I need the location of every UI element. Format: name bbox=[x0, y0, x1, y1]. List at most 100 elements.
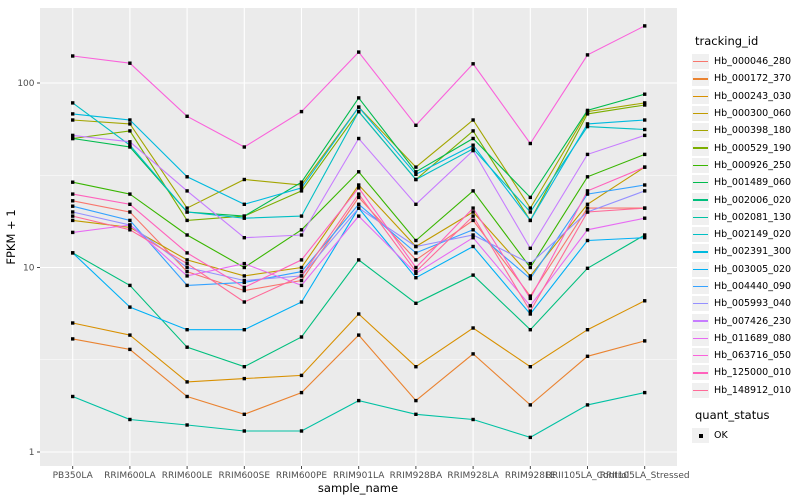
data-point bbox=[185, 265, 189, 270]
legend-key bbox=[692, 123, 709, 139]
legend-title-quant-status: quant_status bbox=[695, 407, 770, 422]
data-point bbox=[242, 274, 246, 278]
data-point bbox=[71, 251, 75, 255]
y-axis-title: FPKM + 1 bbox=[4, 209, 18, 264]
legend-label: Hb_007426_230 bbox=[714, 315, 792, 327]
legend-item: Hb_000172_370 bbox=[692, 70, 798, 87]
data-point bbox=[643, 92, 647, 96]
data-point bbox=[414, 177, 418, 182]
legend-item: Hb_002149_020 bbox=[692, 226, 798, 243]
data-point bbox=[71, 230, 75, 235]
data-point bbox=[585, 192, 590, 196]
data-point bbox=[71, 136, 75, 141]
legend-key bbox=[692, 313, 709, 329]
x-tick-label: RRII105LA_Control bbox=[546, 471, 629, 481]
data-point bbox=[585, 210, 590, 214]
data-point bbox=[414, 165, 418, 169]
data-point bbox=[471, 352, 475, 356]
data-point bbox=[357, 312, 361, 316]
data-point bbox=[128, 225, 132, 230]
data-point bbox=[185, 269, 189, 274]
data-point bbox=[528, 403, 532, 407]
data-point bbox=[414, 269, 418, 274]
data-point bbox=[643, 133, 647, 138]
data-point bbox=[185, 261, 189, 266]
data-point bbox=[471, 214, 475, 218]
data-point bbox=[471, 62, 475, 66]
data-point bbox=[471, 129, 475, 133]
data-point bbox=[471, 228, 475, 232]
data-point bbox=[242, 280, 246, 285]
y-tick-label: 1 bbox=[29, 448, 35, 458]
data-point bbox=[242, 288, 246, 293]
legend-item: Hb_002391_300 bbox=[692, 243, 798, 260]
y-tick-label: 100 bbox=[17, 79, 34, 89]
data-point bbox=[242, 145, 246, 149]
data-point bbox=[128, 228, 132, 232]
data-point bbox=[414, 244, 418, 249]
data-point bbox=[357, 195, 361, 200]
legend-swatch-line-icon bbox=[693, 337, 708, 340]
legend-item: Hb_002081_130 bbox=[692, 209, 798, 226]
x-tick-label: RRIM928BA bbox=[390, 471, 443, 481]
data-point bbox=[128, 218, 132, 223]
legend-key bbox=[692, 348, 709, 364]
x-tick-label: RRIM928LE bbox=[505, 471, 556, 481]
legend-swatch-line-icon bbox=[693, 251, 708, 253]
data-point bbox=[185, 258, 189, 262]
data-point bbox=[471, 417, 475, 422]
data-point bbox=[528, 435, 532, 440]
legend-key bbox=[692, 157, 709, 173]
data-point bbox=[414, 398, 418, 403]
data-point bbox=[242, 216, 246, 220]
data-point bbox=[299, 265, 304, 270]
data-point bbox=[71, 321, 75, 325]
legend-swatch-line-icon bbox=[693, 320, 708, 322]
data-point bbox=[643, 183, 647, 187]
legend-item: Hb_007426_230 bbox=[692, 312, 798, 329]
data-point bbox=[643, 206, 647, 210]
data-point bbox=[471, 326, 475, 330]
data-point bbox=[242, 278, 246, 283]
legend-item: Hb_063716_050 bbox=[692, 347, 798, 364]
data-point bbox=[643, 165, 647, 169]
data-point bbox=[528, 218, 532, 223]
legend-swatch-line-icon bbox=[693, 199, 708, 201]
data-point bbox=[299, 373, 304, 378]
data-point bbox=[585, 53, 590, 57]
data-point bbox=[128, 129, 132, 133]
data-point bbox=[71, 210, 75, 214]
legend-swatch-line-icon bbox=[693, 355, 708, 357]
data-point bbox=[71, 214, 75, 218]
legend-item: Hb_000300_060 bbox=[692, 105, 798, 122]
data-point bbox=[643, 236, 647, 240]
legend-label: Hb_005993_040 bbox=[714, 298, 792, 310]
data-point bbox=[299, 429, 304, 433]
data-point bbox=[299, 180, 304, 184]
data-point bbox=[299, 390, 304, 395]
data-point bbox=[71, 337, 75, 341]
data-point bbox=[414, 276, 418, 280]
y-tick-label: 10 bbox=[23, 264, 35, 274]
legend-label: Hb_000926_250 bbox=[714, 159, 792, 171]
legend: tracking_id Hb_000046_280 Hb_000172_370 Hb… bbox=[692, 34, 798, 444]
legend-label-ok: OK bbox=[714, 430, 728, 442]
legend-label: Hb_000046_280 bbox=[714, 56, 792, 68]
x-tick-label: RRIM600LA bbox=[104, 471, 156, 481]
legend-item-ok: OK bbox=[692, 427, 798, 444]
legend-swatch-line-icon bbox=[693, 233, 708, 236]
data-point bbox=[471, 210, 475, 214]
data-point bbox=[528, 141, 532, 146]
data-point bbox=[357, 258, 361, 262]
legend-item: Hb_000398_180 bbox=[692, 122, 798, 139]
legend-item: Hb_002006_020 bbox=[692, 191, 798, 208]
data-point bbox=[643, 299, 647, 303]
data-point bbox=[242, 429, 246, 433]
data-point bbox=[242, 300, 246, 304]
data-point bbox=[71, 101, 75, 105]
data-point bbox=[185, 283, 189, 288]
legend-label: Hb_002391_300 bbox=[714, 246, 792, 258]
data-point bbox=[357, 206, 361, 210]
legend-key bbox=[692, 244, 709, 260]
